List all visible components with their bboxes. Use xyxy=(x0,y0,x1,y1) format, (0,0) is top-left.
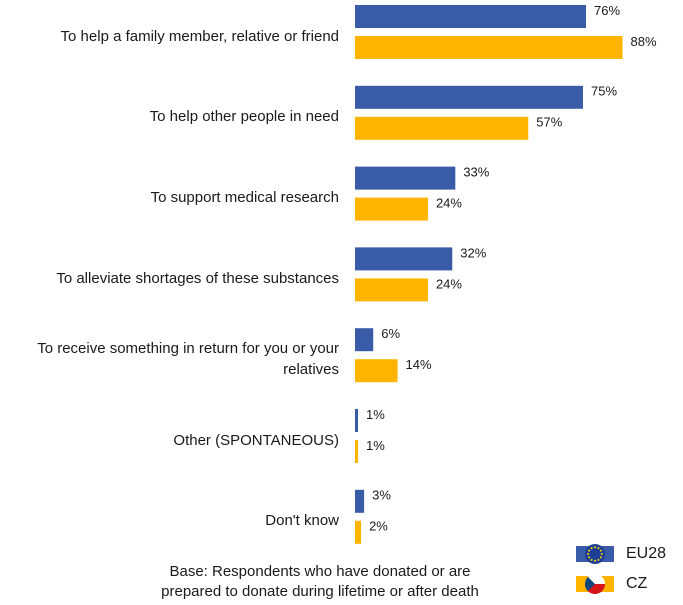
data-label-eu28: 33% xyxy=(463,165,489,180)
bar-cz xyxy=(355,197,428,221)
data-label-cz: 24% xyxy=(436,196,462,211)
bar-eu28 xyxy=(355,247,453,271)
data-label-cz: 24% xyxy=(436,276,462,291)
category-label: To alleviate shortages of these substanc… xyxy=(56,269,339,287)
data-label-cz: 1% xyxy=(366,438,385,453)
data-label-eu28: 32% xyxy=(460,245,486,260)
data-label-eu28: 3% xyxy=(372,488,391,503)
category-label: To receive something in return for you o… xyxy=(37,340,339,379)
cz-flag-icon xyxy=(576,574,614,594)
footnote-line-1: Base: Respondents who have donated or ar… xyxy=(169,563,471,580)
data-label-cz: 57% xyxy=(536,115,562,130)
footnote-line-2: prepared to donate during lifetime or af… xyxy=(161,583,479,600)
bar-cz xyxy=(355,359,398,383)
bar-eu28 xyxy=(355,166,456,190)
legend-label-cz: CZ xyxy=(626,575,648,592)
data-label-eu28: 76% xyxy=(594,3,620,18)
bar-cz xyxy=(355,116,529,140)
bar-eu28 xyxy=(355,409,359,432)
bar-eu28 xyxy=(355,85,583,109)
bar-eu28 xyxy=(355,489,365,513)
bar-cz xyxy=(355,520,362,544)
category-label: To support medical research xyxy=(150,189,339,207)
data-label-cz: 2% xyxy=(369,519,388,534)
category-label: Other (SPONTANEOUS) xyxy=(173,431,339,449)
bar-cz xyxy=(355,278,428,302)
data-label-cz: 88% xyxy=(631,34,657,49)
bar-eu28 xyxy=(355,328,374,352)
data-label-cz: 14% xyxy=(406,357,432,372)
bar-eu28 xyxy=(355,5,587,28)
data-label-eu28: 6% xyxy=(381,326,400,341)
data-label-eu28: 75% xyxy=(591,84,617,99)
category-label: To help a family member, relative or fri… xyxy=(60,27,339,45)
category-label: Don't know xyxy=(265,512,339,530)
legend-label-eu28: EU28 xyxy=(626,545,667,562)
bar-cz xyxy=(355,36,623,59)
category-label: To help other people in need xyxy=(149,108,339,126)
data-label-eu28: 1% xyxy=(366,407,385,422)
bar-cz xyxy=(355,440,359,463)
bar-chart: 76% 88% 75% 57% 33% 24% 32% 24% 6% 14% 1% 1% 3% 2% xyxy=(355,3,657,544)
eu-flag-icon xyxy=(576,544,614,564)
footnote: Base: Respondents who have donated or ar… xyxy=(120,562,520,602)
